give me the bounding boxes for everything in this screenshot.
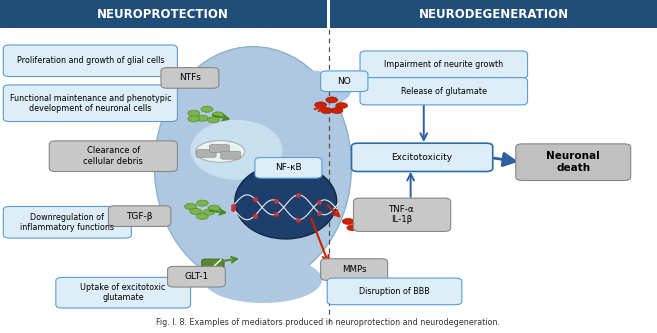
- Text: TNF-α
IL-1β: TNF-α IL-1β: [389, 205, 415, 224]
- FancyBboxPatch shape: [3, 45, 177, 77]
- Circle shape: [212, 112, 224, 118]
- Circle shape: [365, 219, 377, 225]
- FancyBboxPatch shape: [321, 71, 368, 92]
- FancyBboxPatch shape: [221, 151, 240, 159]
- Circle shape: [188, 110, 200, 116]
- FancyBboxPatch shape: [108, 206, 171, 226]
- Text: NF-κB: NF-κB: [275, 163, 302, 172]
- Circle shape: [190, 208, 202, 214]
- Ellipse shape: [191, 120, 283, 180]
- Text: Uptake of excitotoxic
glutamate: Uptake of excitotoxic glutamate: [81, 283, 166, 302]
- Circle shape: [346, 272, 357, 278]
- FancyBboxPatch shape: [516, 144, 631, 180]
- Text: Neuronal
death: Neuronal death: [547, 152, 600, 173]
- FancyBboxPatch shape: [202, 259, 224, 276]
- FancyBboxPatch shape: [360, 51, 528, 78]
- Circle shape: [196, 115, 208, 121]
- Text: Fig. I. 8. Examples of mediators produced in neuroprotection and neurodegenerati: Fig. I. 8. Examples of mediators produce…: [156, 318, 501, 327]
- Text: NEURODEGENERATION: NEURODEGENERATION: [419, 8, 569, 21]
- FancyBboxPatch shape: [161, 68, 219, 88]
- Circle shape: [342, 218, 354, 224]
- Ellipse shape: [196, 141, 244, 162]
- Ellipse shape: [253, 70, 351, 110]
- Text: Proliferation and growth of glial cells: Proliferation and growth of glial cells: [16, 56, 164, 65]
- Circle shape: [331, 108, 343, 114]
- FancyBboxPatch shape: [330, 0, 657, 28]
- Text: NEUROPROTECTION: NEUROPROTECTION: [97, 8, 229, 21]
- Text: NO: NO: [338, 77, 351, 86]
- FancyBboxPatch shape: [0, 0, 327, 28]
- Text: Release of glutamate: Release of glutamate: [401, 87, 487, 96]
- Circle shape: [201, 106, 213, 112]
- FancyBboxPatch shape: [168, 266, 225, 287]
- Circle shape: [359, 225, 371, 231]
- Circle shape: [326, 97, 338, 103]
- Text: Downregulation of
inflammatory functions: Downregulation of inflammatory functions: [20, 212, 114, 232]
- Text: GLT-1: GLT-1: [185, 272, 208, 281]
- Circle shape: [336, 103, 348, 109]
- FancyBboxPatch shape: [255, 158, 322, 178]
- Ellipse shape: [204, 256, 322, 303]
- Ellipse shape: [235, 164, 337, 239]
- FancyBboxPatch shape: [210, 145, 229, 153]
- FancyBboxPatch shape: [3, 206, 131, 238]
- Text: Impairment of neurite growth: Impairment of neurite growth: [384, 60, 503, 69]
- FancyBboxPatch shape: [360, 78, 528, 105]
- FancyBboxPatch shape: [353, 198, 451, 231]
- Text: Disruption of BBB: Disruption of BBB: [359, 287, 430, 296]
- Text: TGF-β: TGF-β: [126, 211, 153, 221]
- Text: Clearance of
cellular debris: Clearance of cellular debris: [83, 147, 143, 166]
- Circle shape: [340, 262, 352, 268]
- Circle shape: [334, 272, 346, 278]
- Circle shape: [315, 102, 327, 108]
- Circle shape: [185, 203, 196, 209]
- FancyBboxPatch shape: [351, 143, 493, 171]
- Circle shape: [208, 205, 220, 211]
- Circle shape: [354, 213, 366, 219]
- Text: MMPs: MMPs: [342, 265, 367, 274]
- Circle shape: [208, 117, 219, 123]
- Circle shape: [329, 267, 341, 273]
- Circle shape: [188, 116, 200, 122]
- Circle shape: [196, 213, 208, 219]
- FancyBboxPatch shape: [196, 150, 216, 158]
- Text: Excitotoxicity: Excitotoxicity: [392, 153, 453, 162]
- Text: NTFs: NTFs: [179, 73, 201, 83]
- Circle shape: [347, 225, 359, 231]
- Ellipse shape: [154, 47, 351, 286]
- Circle shape: [203, 209, 215, 215]
- FancyBboxPatch shape: [321, 259, 388, 280]
- FancyBboxPatch shape: [49, 141, 177, 171]
- FancyBboxPatch shape: [56, 277, 191, 308]
- Circle shape: [196, 200, 208, 206]
- Circle shape: [321, 108, 332, 114]
- Circle shape: [370, 225, 382, 231]
- Circle shape: [351, 267, 363, 273]
- Text: Functional maintenance and phenotypic
development of neuronal cells: Functional maintenance and phenotypic de…: [9, 94, 171, 113]
- FancyBboxPatch shape: [327, 278, 462, 305]
- FancyBboxPatch shape: [3, 85, 177, 122]
